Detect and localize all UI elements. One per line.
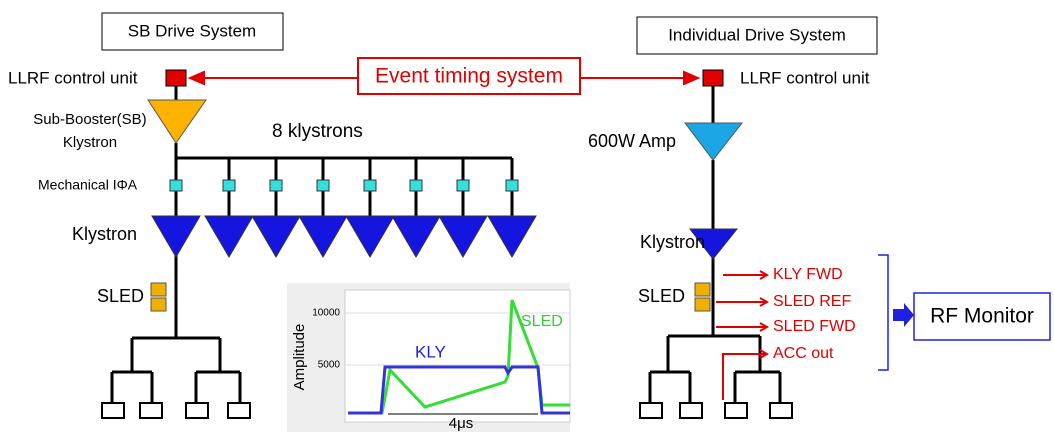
label: LLRF control unit [740,68,870,87]
phase-shifter [363,179,377,192]
label: SLED [638,286,685,306]
label: Mechanical IΦA [38,177,138,193]
klystron [345,215,395,258]
llrf-unit [702,69,724,87]
timing-arrows [187,70,701,86]
phase-shifter [269,179,283,192]
monitor-label: RF Monitor [930,305,1034,328]
system-box [101,12,284,51]
tick-label: 5000 [318,360,341,371]
klystron [487,215,537,258]
system-title: SB Drive System [128,21,256,40]
klystron [298,215,348,258]
klystron [438,215,488,258]
label: Klystron [640,232,705,252]
timing-box [357,57,581,95]
axis-label: Amplitude [291,324,308,391]
phase-shifter [222,179,236,192]
system-title: Individual Drive System [668,25,846,44]
series-label: KLY [415,342,446,361]
monitor-box [913,292,1051,341]
phase-shifter [169,179,183,192]
sled [150,297,167,312]
series-label: SLED [521,313,563,330]
signal-label: KLY FWD [773,266,843,283]
label: LLRF control unit [8,68,138,87]
llrf-unit [165,69,187,87]
label: 8 klystrons [272,121,363,142]
signal-label: ACC out [773,345,834,362]
klystrons [151,179,537,258]
phase-shifter [456,179,470,192]
signal-arrows [716,270,770,400]
width-label: 4μs [449,415,474,432]
sled [150,282,167,297]
amp [683,122,744,161]
label: Sub-Booster(SB) [33,111,146,128]
klystron [688,228,739,260]
signal-label: SLED FWD [773,318,856,335]
klystron [204,215,254,258]
signal-label: SLED REF [773,293,851,310]
label: 600W Amp [588,131,676,151]
sled [694,282,711,297]
timing-label: Event timing system [375,65,563,88]
phase-shifter [505,179,519,192]
klystron [391,215,441,258]
sled [694,297,711,312]
label: Klystron [63,134,117,151]
system-box [636,16,878,55]
label: SLED [97,286,144,306]
bracket [878,254,889,371]
klystron [251,215,301,258]
end-boxes [101,402,793,419]
tick-label: 10000 [312,308,340,319]
sub-booster [147,99,207,144]
inset-plot: 10000 5000 Amplitude KLY SLED 4μs [287,283,571,432]
monitor-arrow [893,303,914,327]
signals: KLY FWD SLED REF SLED FWD ACC out [773,266,856,362]
phase-shifter [316,179,330,192]
phase-shifter [409,179,423,192]
klystron [151,215,201,258]
label: Klystron [72,224,137,244]
